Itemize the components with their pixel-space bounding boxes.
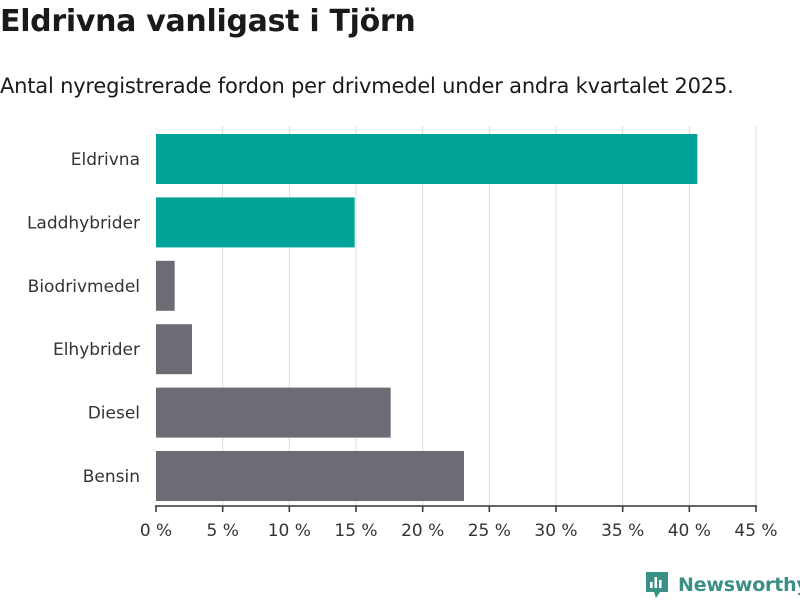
- newsworthy-logo-text: Newsworthy: [678, 574, 800, 596]
- bars: [156, 134, 698, 501]
- chart-title: Eldrivna vanligast i Tjörn: [0, 4, 416, 39]
- x-tick-label: 35 %: [601, 521, 644, 541]
- x-axis: 0 % 5 % 10 % 15 % 20 % 25 % 30 % 35 % 40 % 45 %: [140, 505, 778, 541]
- bar-biodrivmedel: [156, 260, 175, 311]
- bar-eldrivna: [156, 134, 698, 184]
- bar-diesel: [156, 387, 391, 438]
- bar-laddhybrider: [156, 197, 355, 248]
- x-tick-label: 5 %: [206, 521, 238, 541]
- x-tick-label: 30 %: [534, 521, 577, 541]
- category-label: Eldrivna: [71, 150, 140, 170]
- x-tick-label: 45 %: [734, 521, 777, 541]
- bar-elhybrider: [156, 324, 192, 375]
- x-tick-label: 0 %: [140, 521, 172, 541]
- newsworthy-logo-icon: [646, 572, 668, 598]
- x-tick-label: 25 %: [468, 521, 511, 541]
- category-labels: Eldrivna Laddhybrider Biodrivmedel Elhybrid…: [27, 150, 140, 487]
- x-tick-label: 40 %: [668, 521, 711, 541]
- category-label: Biodrivmedel: [28, 277, 140, 297]
- category-label: Elhybrider: [53, 340, 140, 360]
- x-tick-label: 15 %: [334, 521, 377, 541]
- chart-subtitle: Antal nyregistrerade fordon per drivmede…: [0, 74, 734, 98]
- grid-lines: [222, 126, 757, 506]
- x-tick-label: 10 %: [268, 521, 311, 541]
- bar-bensin: [156, 451, 464, 501]
- newsworthy-logo: Newsworthy: [644, 570, 800, 600]
- category-label: Bensin: [83, 467, 140, 487]
- category-label: Laddhybrider: [27, 213, 140, 233]
- category-label: Diesel: [88, 404, 140, 424]
- x-tick-label: 20 %: [401, 521, 444, 541]
